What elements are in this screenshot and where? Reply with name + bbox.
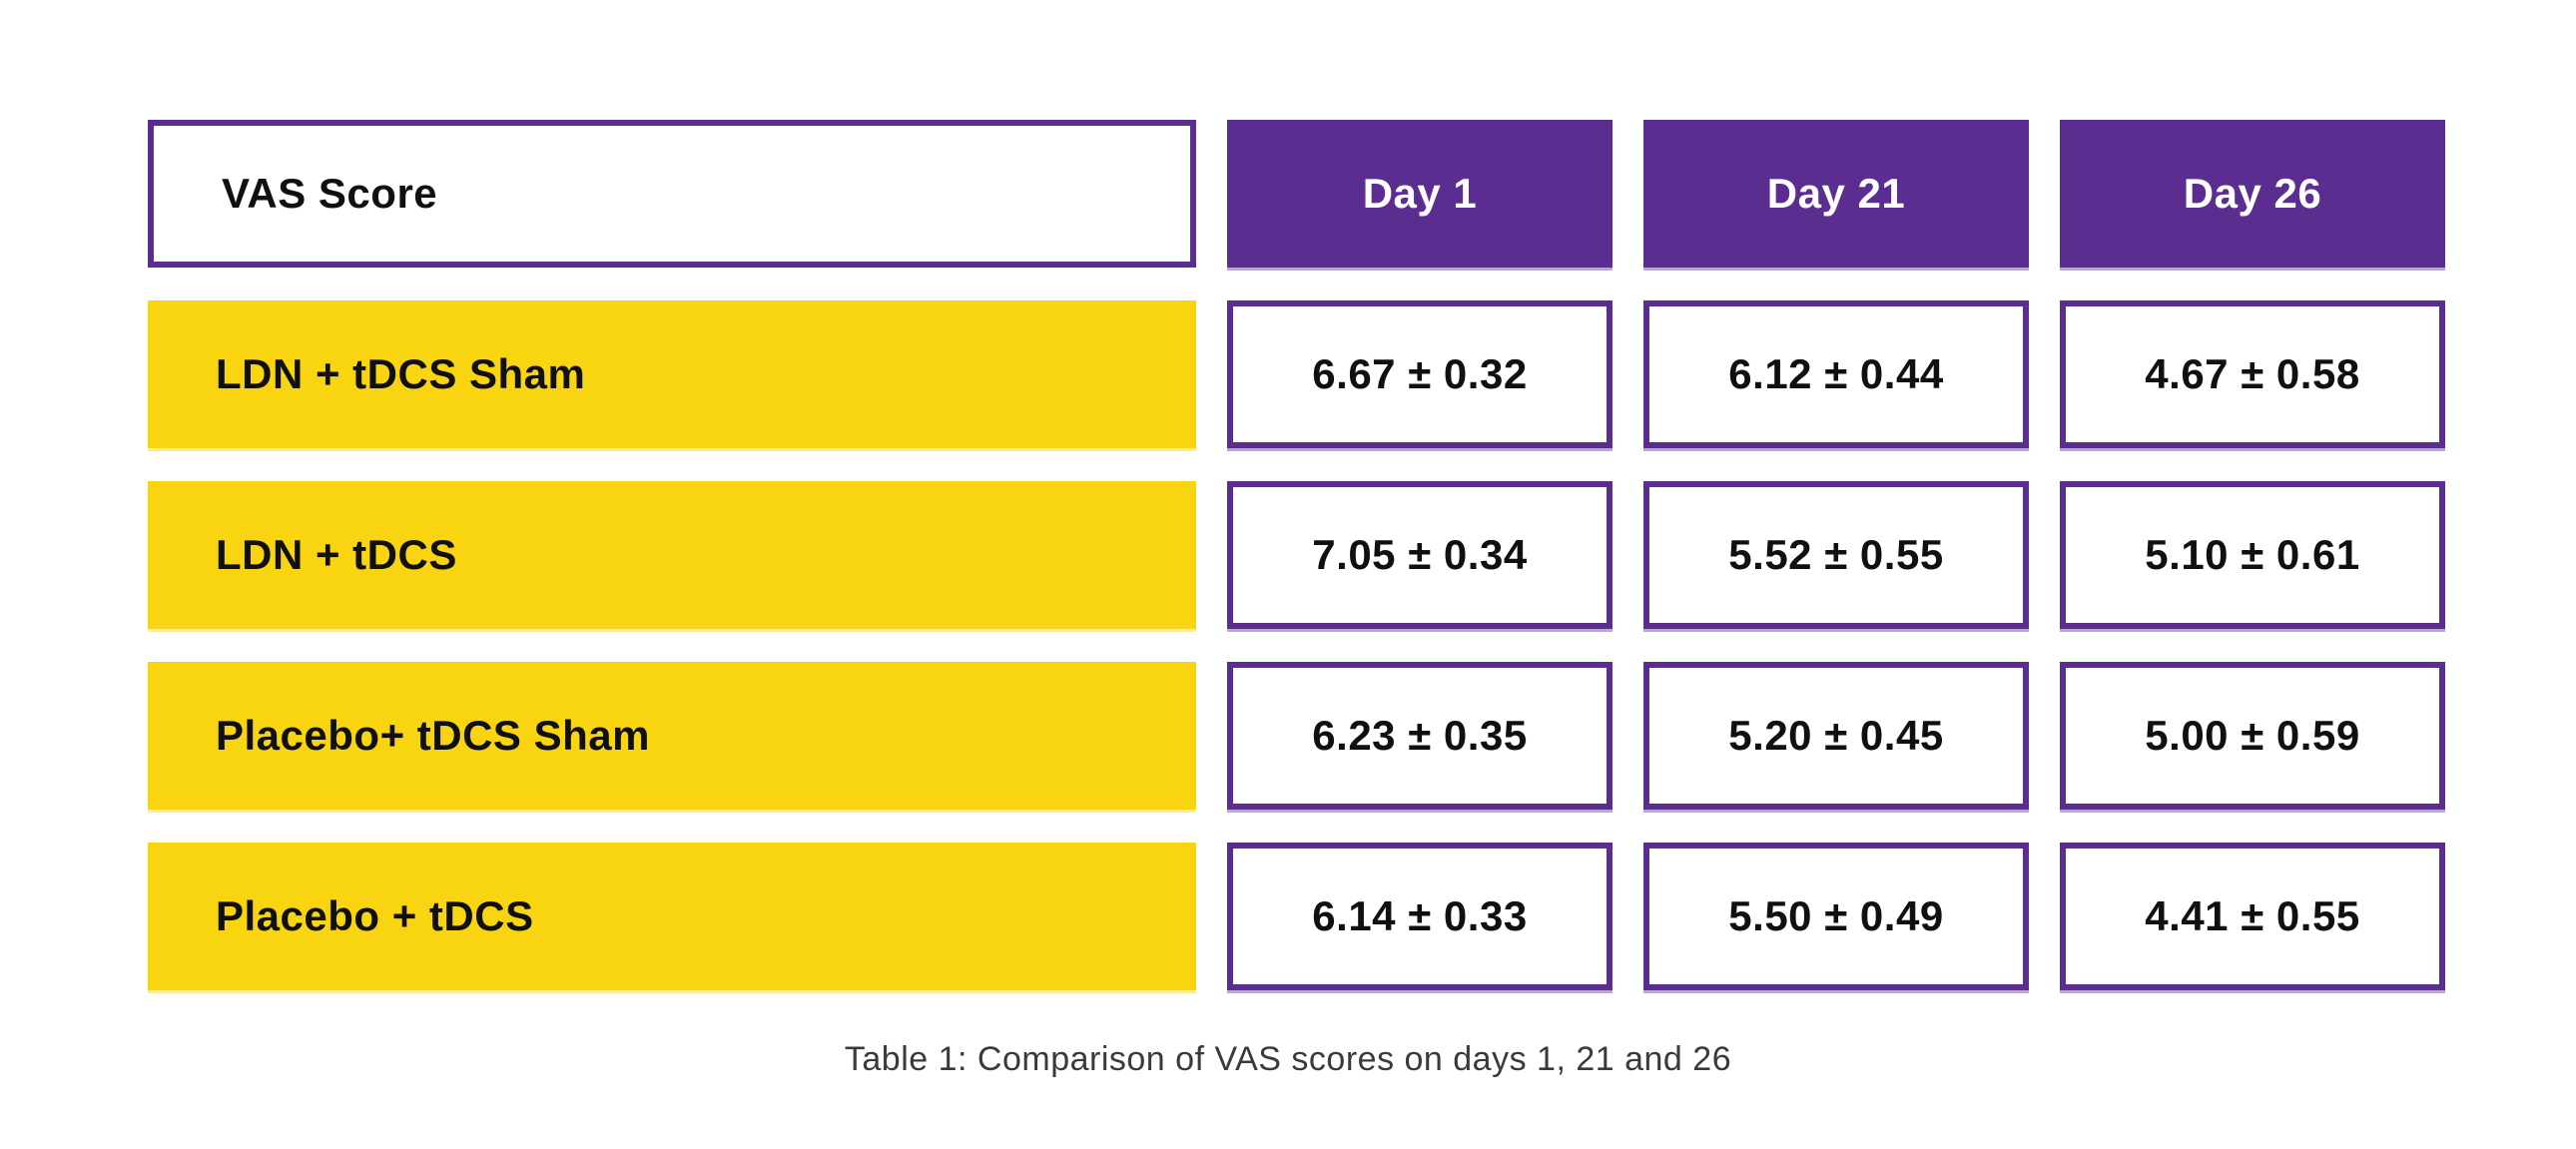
row-label-ldn-tdcs: LDN + tDCS [148, 481, 1196, 629]
row-label-text: Placebo+ tDCS Sham [216, 712, 650, 759]
value-cell: 5.50 ± 0.49 [1643, 843, 2029, 990]
value-text: 4.67 ± 0.58 [2145, 350, 2360, 397]
value-cell: 6.67 ± 0.32 [1227, 300, 1612, 448]
header-cell-day-1: Day 1 [1227, 120, 1612, 268]
table-caption: Table 1: Comparison of VAS scores on day… [844, 1040, 1732, 1078]
row-label-text: LDN + tDCS [216, 531, 457, 578]
value-cell: 6.14 ± 0.33 [1227, 843, 1612, 990]
row-label-ldn-tdcs-sham: LDN + tDCS Sham [148, 300, 1196, 448]
value-cell: 6.23 ± 0.35 [1227, 662, 1612, 810]
value-cell: 6.12 ± 0.44 [1643, 300, 2029, 448]
header-cell-day-26: Day 26 [2060, 120, 2445, 268]
header-day-21-label: Day 21 [1766, 170, 1906, 217]
row-label-placebo-tdcs: Placebo + tDCS [148, 843, 1196, 990]
header-cell-vas-score: VAS Score [148, 120, 1196, 268]
value-cell: 5.10 ± 0.61 [2060, 481, 2445, 629]
vas-score-table: VAS Score Day 1 Day 21 Day 26 LDN + tDCS… [148, 120, 2445, 990]
value-text: 5.00 ± 0.59 [2145, 712, 2360, 759]
header-day-1-label: Day 1 [1362, 170, 1478, 217]
value-text: 4.41 ± 0.55 [2145, 892, 2360, 939]
header-label: VAS Score [222, 170, 438, 217]
value-cell: 7.05 ± 0.34 [1227, 481, 1612, 629]
value-cell: 5.20 ± 0.45 [1643, 662, 2029, 810]
value-text: 5.52 ± 0.55 [1728, 531, 1944, 578]
value-text: 5.10 ± 0.61 [2145, 531, 2360, 578]
value-text: 6.14 ± 0.33 [1312, 892, 1528, 939]
value-text: 5.20 ± 0.45 [1728, 712, 1944, 759]
header-cell-day-21: Day 21 [1643, 120, 2029, 268]
value-text: 6.23 ± 0.35 [1312, 712, 1528, 759]
value-text: 6.12 ± 0.44 [1728, 350, 1944, 397]
value-cell: 5.00 ± 0.59 [2060, 662, 2445, 810]
value-cell: 4.67 ± 0.58 [2060, 300, 2445, 448]
header-day-26-label: Day 26 [2183, 170, 2322, 217]
row-label-placebo-tdcs-sham: Placebo+ tDCS Sham [148, 662, 1196, 810]
value-text: 7.05 ± 0.34 [1312, 531, 1528, 578]
value-text: 6.67 ± 0.32 [1312, 350, 1528, 397]
row-label-text: Placebo + tDCS [216, 892, 534, 939]
row-label-text: LDN + tDCS Sham [216, 350, 586, 397]
value-cell: 5.52 ± 0.55 [1643, 481, 2029, 629]
value-cell: 4.41 ± 0.55 [2060, 843, 2445, 990]
value-text: 5.50 ± 0.49 [1728, 892, 1944, 939]
